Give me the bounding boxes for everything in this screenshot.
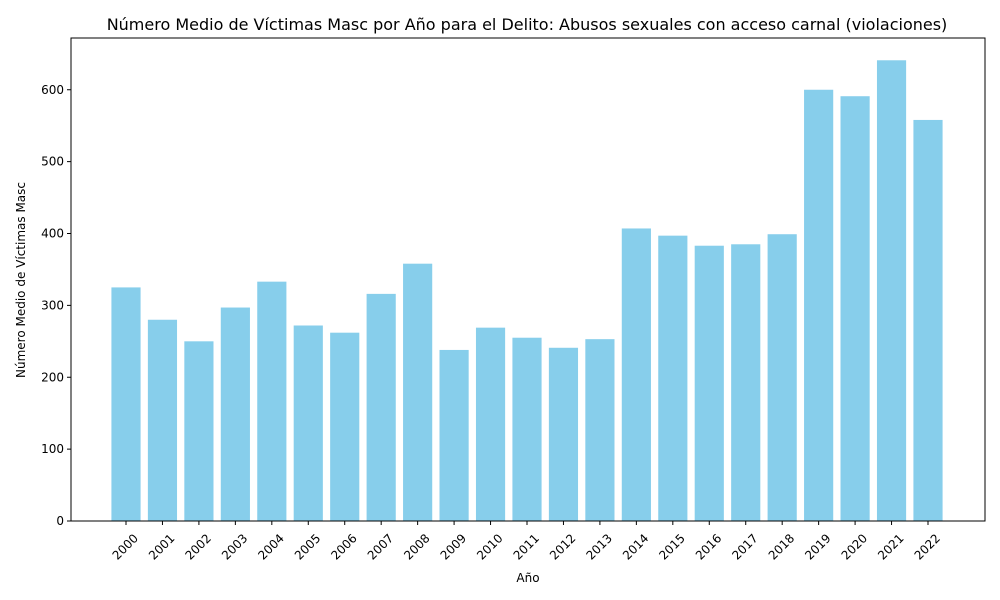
bar-2006 — [330, 332, 360, 521]
y-tick-label: 0 — [56, 514, 64, 528]
bar-2005 — [293, 325, 323, 521]
bar-2015 — [658, 235, 688, 521]
bar-2011 — [512, 337, 542, 521]
bars-group — [111, 60, 943, 521]
x-axis-ticks: 2000 2001 2002 2003 2004 2005 2006 2007 2008 2009… — [110, 521, 943, 563]
x-tick-label: 2003 — [219, 531, 250, 562]
bar-2012 — [548, 347, 579, 521]
x-tick-label: 2009 — [438, 531, 469, 562]
bar-2000 — [111, 287, 141, 521]
y-tick-label: 600 — [41, 83, 64, 97]
x-tick-label: 2012 — [547, 531, 578, 562]
bar-2001 — [147, 319, 178, 521]
bar-2004 — [257, 281, 287, 521]
bar-2008 — [403, 263, 433, 521]
bar-2019 — [804, 89, 834, 521]
x-tick-label: 2022 — [912, 531, 943, 562]
plot-frame — [70, 37, 986, 522]
y-axis-ticks: 0 100 200 300 400 500 600 — [41, 83, 71, 528]
x-tick-label: 2008 — [401, 531, 432, 562]
bar-2017 — [731, 244, 761, 521]
x-tick-label: 2014 — [620, 531, 651, 562]
bar-2022 — [913, 119, 943, 521]
x-tick-label: 2005 — [292, 531, 323, 562]
y-tick-label: 400 — [41, 227, 64, 241]
bar-2003 — [220, 307, 250, 521]
x-tick-label: 2011 — [511, 531, 542, 562]
x-tick-label: 2010 — [474, 531, 505, 562]
bar-2021 — [876, 60, 907, 521]
x-tick-label: 2018 — [766, 531, 797, 562]
y-tick-label: 100 — [41, 442, 64, 456]
y-axis-label: Número Medio de Víctimas Masc — [14, 182, 28, 378]
x-axis-label: Año — [516, 571, 539, 585]
x-tick-label: 2001 — [146, 531, 177, 562]
x-tick-label: 2004 — [255, 531, 286, 562]
x-tick-label: 2007 — [365, 531, 396, 562]
bar-2002 — [184, 341, 214, 521]
bar-2018 — [767, 234, 797, 521]
y-tick-label: 500 — [41, 155, 64, 169]
x-tick-label: 2020 — [839, 531, 870, 562]
y-tick-label: 300 — [41, 298, 64, 312]
bar-2016 — [694, 245, 724, 521]
bar-2013 — [585, 339, 615, 521]
y-tick-label: 200 — [41, 370, 64, 384]
bar-2020 — [840, 96, 870, 521]
chart-title: Número Medio de Víctimas Masc por Año pa… — [107, 15, 948, 34]
x-tick-label: 2006 — [328, 531, 359, 562]
x-tick-label: 2000 — [110, 531, 141, 562]
x-tick-label: 2019 — [802, 531, 833, 562]
x-tick-label: 2017 — [729, 531, 760, 562]
x-tick-label: 2021 — [875, 531, 906, 562]
x-tick-label: 2015 — [656, 531, 687, 562]
x-tick-label: 2002 — [182, 531, 213, 562]
x-tick-label: 2013 — [583, 531, 614, 562]
bar-2010 — [475, 327, 506, 521]
bar-2014 — [621, 228, 651, 521]
bar-2007 — [366, 293, 396, 521]
x-tick-label: 2016 — [693, 531, 724, 562]
bar-2009 — [439, 349, 469, 521]
